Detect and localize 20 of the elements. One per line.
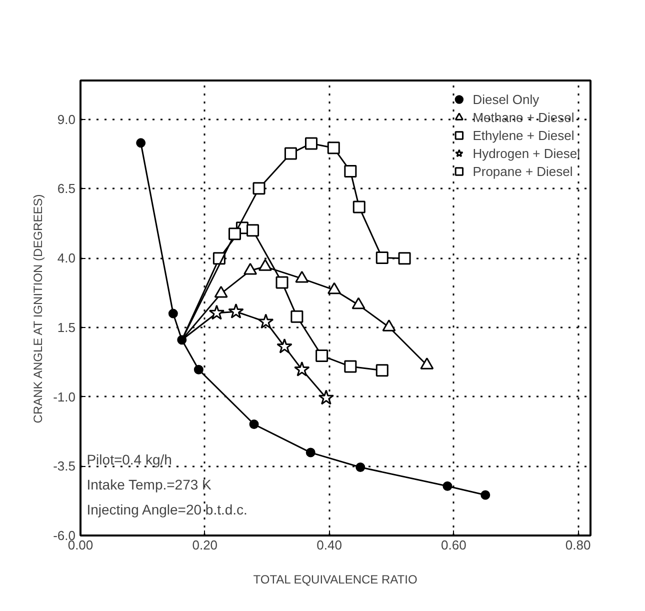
- y-tick-label: 6.5: [57, 181, 76, 196]
- x-axis-title: TOTAL EQUIVALENCE RATIO: [253, 572, 418, 586]
- y-axis-title: CRANK ANGLE AT IGNITION (DEGREES): [31, 194, 46, 424]
- x-tick-label: 0.40: [316, 538, 342, 552]
- y-tick-label: 9.0: [57, 112, 76, 127]
- y-tick-label: 4.0: [57, 250, 76, 266]
- legend-label: Diesel Only: [472, 92, 540, 106]
- x-tick-label: 0.60: [441, 538, 466, 552]
- y-tick-label: -1.0: [53, 389, 76, 404]
- annotation: Pilot=0.4 kg/h: [86, 451, 172, 468]
- legend-label: Ethylene + Diesel: [472, 128, 574, 142]
- legend-label: Methane + Diesel: [472, 110, 574, 124]
- x-tick-label: 0.20: [192, 538, 218, 552]
- annotation: Injecting Angle=20 b.t.d.c.: [86, 501, 248, 518]
- x-tick-label: 0.80: [565, 538, 591, 552]
- y-tick-label: 1.5: [57, 320, 76, 335]
- legend-label: Hydrogen + Diesel: [472, 146, 580, 160]
- annotation: Intake Temp.=273 K: [86, 476, 212, 492]
- legend-label: Propane + Diesel: [472, 164, 573, 178]
- y-tick-label: -3.5: [53, 458, 76, 474]
